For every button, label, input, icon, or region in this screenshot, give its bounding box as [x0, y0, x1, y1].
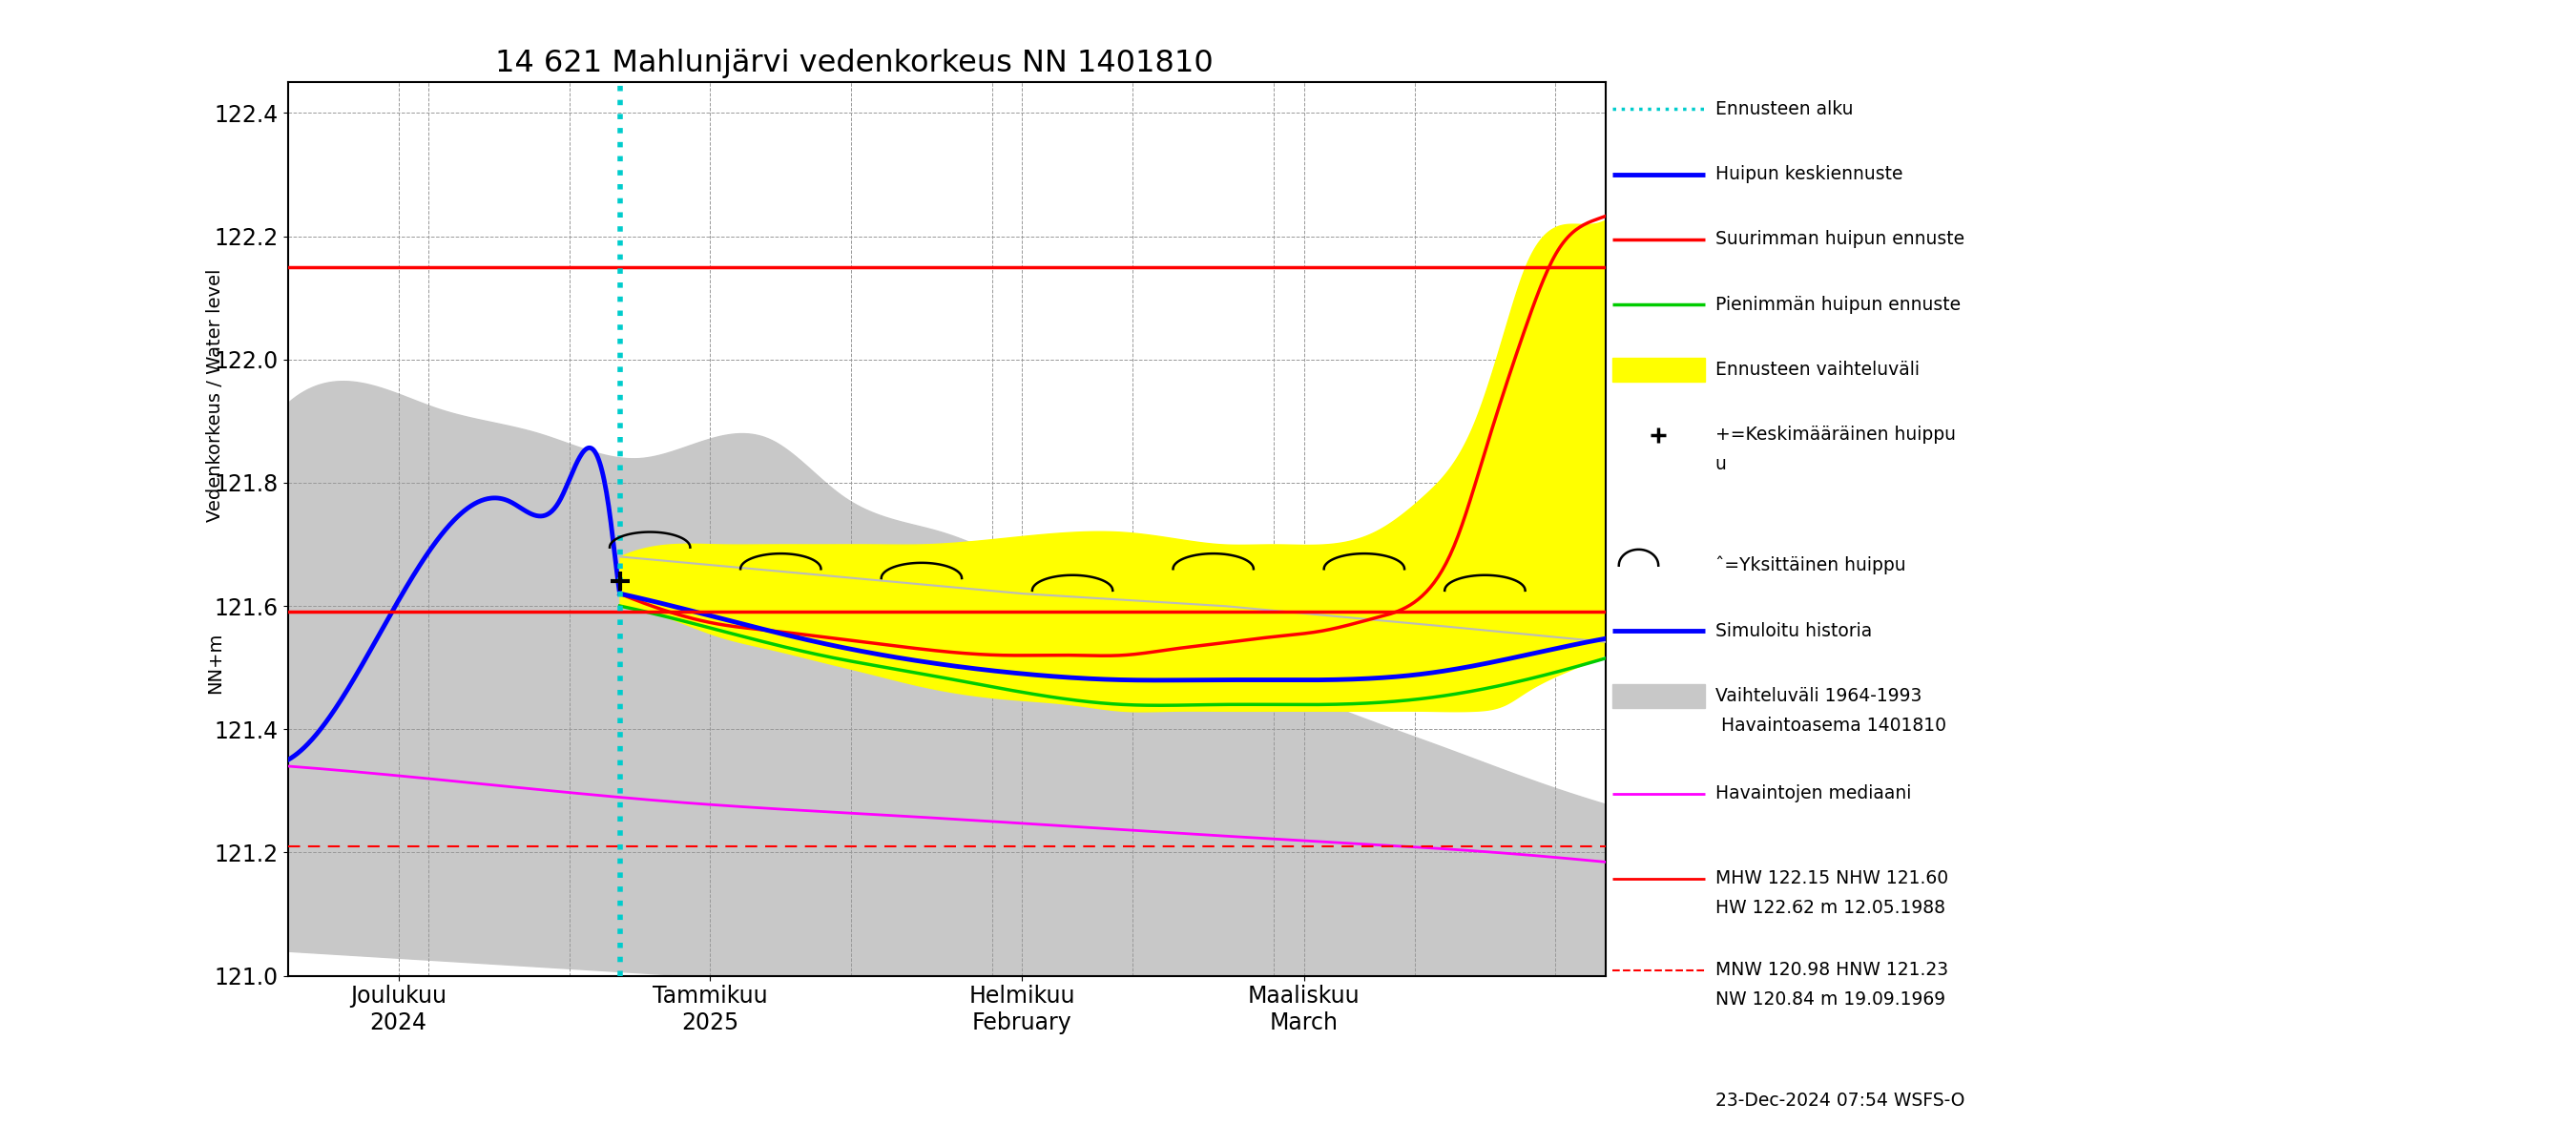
Text: u: u [1716, 456, 1726, 474]
Text: Suurimman huipun ennuste: Suurimman huipun ennuste [1716, 230, 1963, 248]
Text: Pienimmän huipun ennuste: Pienimmän huipun ennuste [1716, 295, 1960, 314]
Text: Havaintojen mediaani: Havaintojen mediaani [1716, 784, 1911, 803]
Title: 14 621 Mahlunjärvi vedenkorkeus NN 1401810: 14 621 Mahlunjärvi vedenkorkeus NN 14018… [495, 48, 1213, 78]
Bar [1613, 358, 1705, 381]
Text: Huipun keskiennuste: Huipun keskiennuste [1716, 165, 1904, 183]
Text: Havaintoasema 1401810: Havaintoasema 1401810 [1716, 717, 1945, 734]
Text: Vedenkorkeus / Water level: Vedenkorkeus / Water level [206, 268, 224, 522]
Text: HW 122.62 m 12.05.1988: HW 122.62 m 12.05.1988 [1716, 899, 1945, 917]
Text: MNW 120.98 HNW 121.23: MNW 120.98 HNW 121.23 [1716, 961, 1947, 979]
Text: ˆ=Yksittäinen huippu: ˆ=Yksittäinen huippu [1716, 556, 1906, 575]
Text: Ennusteen vaihteluväli: Ennusteen vaihteluväli [1716, 361, 1919, 379]
Text: NW 120.84 m 19.09.1969: NW 120.84 m 19.09.1969 [1716, 990, 1945, 1009]
Text: Vaihteluväli 1964-1993: Vaihteluväli 1964-1993 [1716, 687, 1922, 705]
Text: +=Keskimääräinen huippu: +=Keskimääräinen huippu [1716, 426, 1955, 444]
Text: NN+m: NN+m [206, 632, 224, 694]
Text: Ennusteen alku: Ennusteen alku [1716, 100, 1852, 118]
Text: MHW 122.15 NHW 121.60: MHW 122.15 NHW 121.60 [1716, 869, 1947, 887]
Text: 23-Dec-2024 07:54 WSFS-O: 23-Dec-2024 07:54 WSFS-O [1716, 1091, 1965, 1110]
Bar [1613, 685, 1705, 708]
Text: Simuloitu historia: Simuloitu historia [1716, 622, 1873, 640]
